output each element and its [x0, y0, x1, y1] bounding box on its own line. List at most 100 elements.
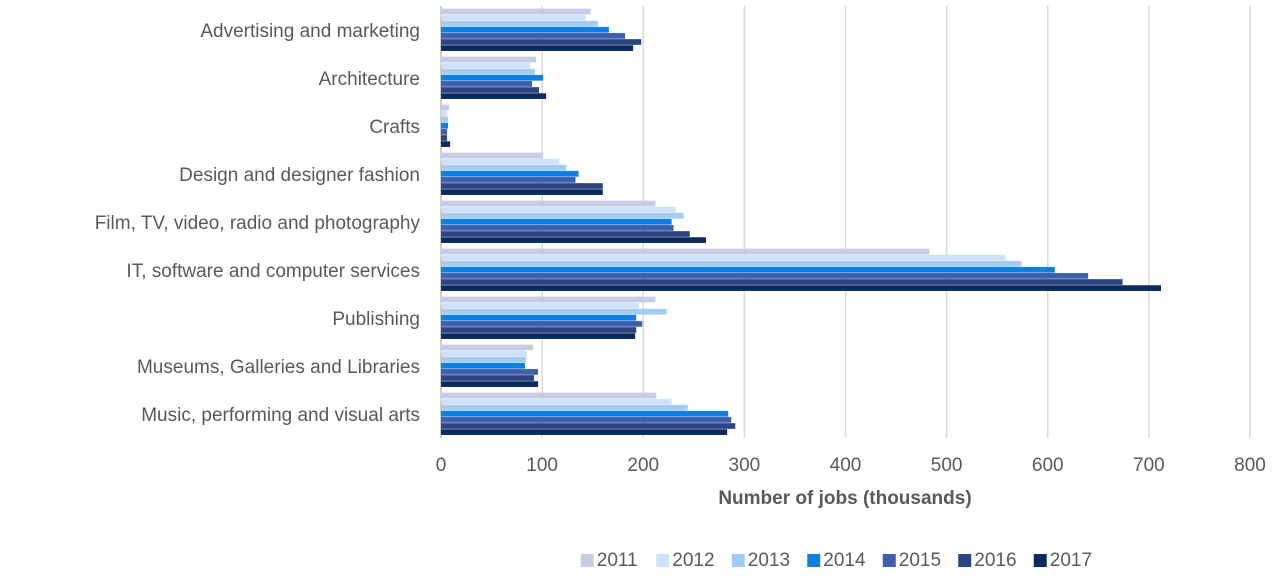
bar	[441, 116, 449, 123]
legend-swatch	[1033, 554, 1047, 567]
bar	[441, 410, 729, 417]
bar	[441, 62, 530, 69]
category-label: Architecture	[319, 69, 420, 90]
legend-item: 2012	[656, 550, 715, 571]
bar	[441, 164, 567, 171]
category-label: Film, TV, video, radio and photography	[95, 213, 421, 234]
bar	[441, 33, 626, 39]
category-label: Music, performing and visual arts	[141, 405, 420, 426]
legend-item: 2011	[580, 550, 638, 571]
bar	[441, 248, 930, 255]
bar	[441, 321, 643, 327]
x-tick-label: 600	[1032, 455, 1064, 476]
x-tick-label: 300	[729, 455, 761, 476]
legend-item: 2015	[882, 550, 941, 571]
bar	[441, 129, 448, 135]
x-tick-label: 100	[526, 455, 558, 476]
bar	[441, 375, 535, 381]
bar	[441, 369, 539, 375]
bar	[441, 218, 672, 225]
legend-label: 2016	[974, 550, 1016, 571]
legend-item: 2014	[807, 550, 866, 571]
bar	[441, 135, 448, 141]
bar	[441, 237, 706, 243]
bar	[441, 68, 536, 75]
bar	[441, 74, 544, 81]
bar	[441, 231, 690, 237]
bar	[441, 122, 449, 129]
bar	[441, 333, 636, 339]
bar	[441, 279, 1123, 285]
bar	[441, 314, 637, 321]
bar	[441, 296, 656, 303]
legend-label: 2011	[597, 550, 638, 571]
legend-swatch	[882, 554, 896, 567]
category-label: IT, software and computer services	[126, 261, 420, 282]
bar	[441, 429, 728, 435]
legend-swatch	[807, 554, 821, 567]
category-label: Design and designer fashion	[179, 165, 420, 186]
category-label: Museums, Galleries and Libraries	[137, 357, 420, 378]
bar	[441, 392, 657, 399]
bar	[441, 206, 676, 213]
bar	[441, 266, 1055, 273]
legend-label: 2015	[899, 550, 941, 571]
bar	[441, 404, 688, 411]
bar	[441, 45, 634, 51]
legend-label: 2013	[748, 550, 790, 571]
bar	[441, 177, 576, 183]
bar	[441, 26, 609, 33]
bar	[441, 254, 1006, 261]
bar	[441, 152, 544, 159]
category-label: Advertising and marketing	[200, 21, 420, 42]
bar	[441, 81, 533, 87]
bar	[441, 423, 736, 429]
bar	[441, 183, 603, 189]
bar	[441, 381, 539, 387]
bar	[441, 8, 591, 15]
bar	[441, 110, 448, 117]
bar	[441, 260, 1022, 267]
legend: 2011 2012 2013 2014 2015 2016 2017	[580, 550, 1092, 571]
x-tick-label: 800	[1234, 455, 1266, 476]
bar	[441, 212, 684, 219]
bar	[441, 302, 640, 309]
category-labels: Advertising and marketing Architecture Cra…	[95, 21, 421, 426]
legend-label: 2014	[823, 550, 866, 571]
bar	[441, 285, 1162, 291]
bar	[441, 273, 1089, 279]
bar	[441, 225, 674, 231]
x-tick-label: 0	[436, 455, 447, 476]
x-axis-title: Number of jobs (thousands)	[718, 488, 971, 509]
x-tick-labels: 0 100 200 300 400 500 600 700 800	[436, 455, 1266, 476]
x-tick-label: 400	[830, 455, 862, 476]
legend-item: 2017	[1033, 550, 1092, 571]
bar	[441, 344, 534, 351]
bar	[441, 200, 656, 207]
legend-label: 2012	[672, 550, 714, 571]
category-label: Crafts	[369, 117, 420, 138]
x-tick-label: 700	[1133, 455, 1165, 476]
bar	[441, 87, 540, 93]
bar	[441, 39, 642, 45]
bar	[441, 158, 560, 165]
bar	[441, 141, 451, 147]
bar	[441, 189, 603, 195]
legend-item: 2013	[731, 550, 790, 571]
legend-swatch	[958, 554, 972, 567]
bar	[441, 93, 547, 99]
bar	[441, 14, 586, 21]
bar	[441, 398, 672, 405]
bar	[441, 356, 526, 363]
bars	[441, 8, 1162, 435]
x-tick-label: 500	[931, 455, 963, 476]
bar	[441, 56, 537, 63]
bar	[441, 308, 667, 315]
legend-label: 2017	[1050, 550, 1092, 571]
legend-swatch	[731, 554, 745, 567]
bar	[441, 327, 637, 333]
legend-item: 2016	[958, 550, 1017, 571]
legend-swatch	[580, 554, 594, 567]
bar	[441, 104, 450, 111]
